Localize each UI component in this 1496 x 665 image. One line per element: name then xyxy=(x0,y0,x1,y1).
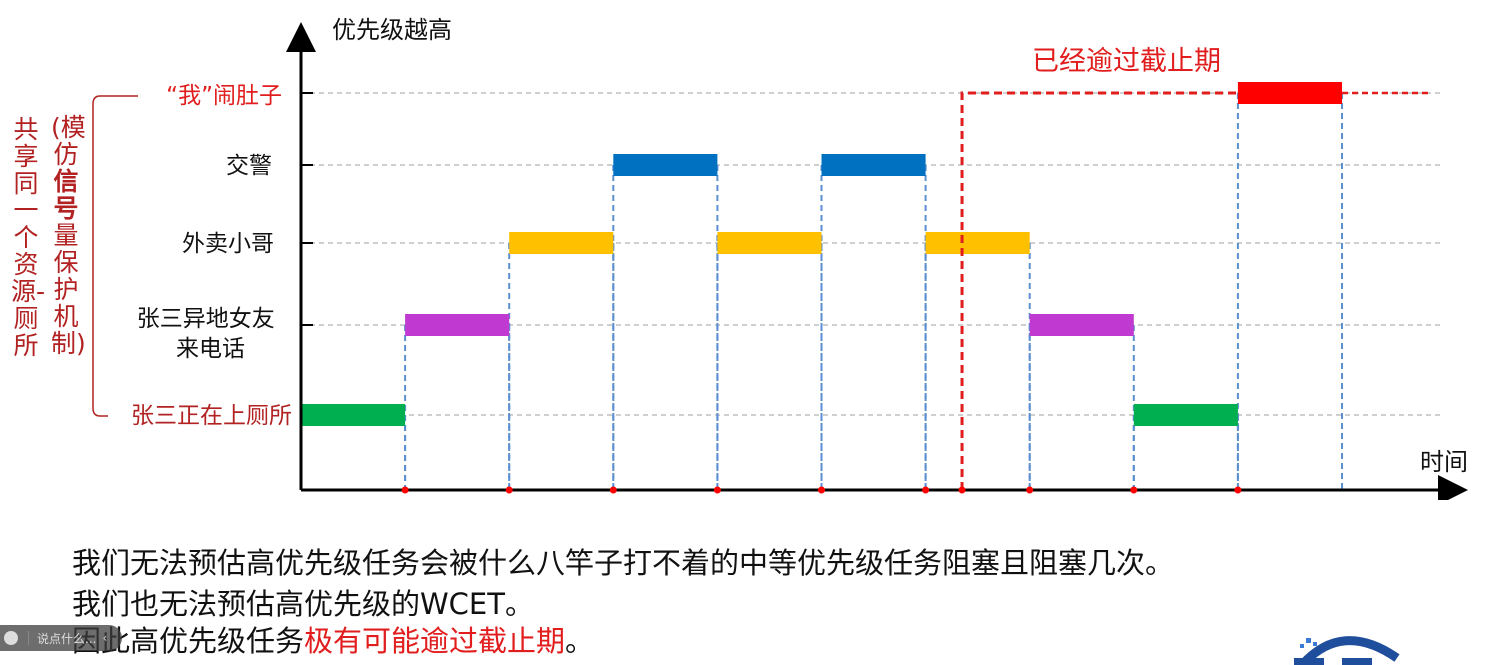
chat-placeholder[interactable]: 说点什么... xyxy=(37,631,97,646)
task-bar-7 xyxy=(1029,314,1134,336)
task-bar-1 xyxy=(405,314,510,336)
semaphore-note-post: 量保护机制) xyxy=(51,221,86,358)
x-axis-label: 时间 xyxy=(1420,448,1468,476)
task-bar-2 xyxy=(509,232,614,254)
emoji-icon[interactable] xyxy=(4,631,18,645)
chat-divider xyxy=(28,631,29,645)
deadline-tick xyxy=(958,486,966,494)
caption-line-3: 因此高优先级任务极有可能逾过截止期。 xyxy=(72,623,594,659)
event-tick-1 xyxy=(505,486,513,494)
event-tick-4 xyxy=(818,486,825,494)
task-bar-0 xyxy=(301,404,406,426)
task-bar-5 xyxy=(821,154,926,176)
y-axis-label: 优先级越高 xyxy=(332,16,452,44)
task-bar-4 xyxy=(717,232,822,254)
chevron-left-icon[interactable]: ‹ xyxy=(102,631,108,645)
caption-line-2: 我们也无法预估高优先级的WCET。 xyxy=(72,587,534,621)
deadline-line xyxy=(960,91,1238,490)
task-bar-8 xyxy=(1133,404,1238,426)
task-bar-9 xyxy=(1237,82,1342,104)
event-tick-3 xyxy=(713,486,721,494)
caption-line-3-post: 。 xyxy=(565,624,595,658)
task-bar-3 xyxy=(613,154,718,176)
task-bar-6 xyxy=(925,232,1030,254)
event-tick-5 xyxy=(922,486,930,494)
semaphore-note-bold: 信号 xyxy=(53,167,79,223)
company-logo xyxy=(1294,636,1400,665)
event-tick-0 xyxy=(401,486,409,494)
bracket-line xyxy=(92,95,138,417)
caption-line-3-highlight: 极有可能逾过截止期 xyxy=(304,624,566,658)
chat-input-bar[interactable]: 说点什么... ‹ xyxy=(0,625,122,651)
deadline-label: 已经逾过截止期 xyxy=(1032,46,1221,77)
level-label-zhang: 张三正在上厕所 xyxy=(131,403,292,429)
priority-inversion-diagram: 优先级越高 时间 已经逾过截止期 “我”闹肚子 交警 外卖小哥 张三异地女友 来… xyxy=(92,16,1468,500)
event-tick-2 xyxy=(609,486,617,494)
caption-line-1: 我们无法预估高优先级任务会被什么八竿子打不着的中等优先级任务阻塞且阻塞几次。 xyxy=(72,546,1175,580)
level-label-call: 张三异地女友 来电话 xyxy=(137,306,282,362)
level-label-police: 交警 xyxy=(226,153,272,179)
event-tick-8 xyxy=(1234,486,1242,494)
shared-resource-note: 共享同一个资源-厕所 xyxy=(11,115,46,360)
level-label-me: “我”闹肚子 xyxy=(166,83,282,109)
event-tick-7 xyxy=(1130,486,1138,494)
level-label-delivery: 外卖小哥 xyxy=(182,231,274,257)
semaphore-note-pre: (模仿 xyxy=(51,113,86,169)
semaphore-note: (模仿信号量保护机制) xyxy=(51,114,86,357)
event-tick-6 xyxy=(1026,486,1034,494)
